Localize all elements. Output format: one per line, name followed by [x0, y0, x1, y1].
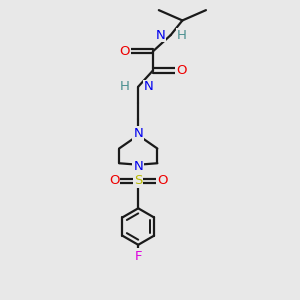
Text: F: F [134, 250, 142, 262]
Text: N: N [156, 29, 165, 42]
Text: H: H [120, 80, 130, 93]
Text: O: O [109, 174, 119, 188]
Text: N: N [133, 127, 143, 140]
Text: N: N [133, 160, 143, 173]
Text: H: H [177, 29, 187, 42]
Text: S: S [134, 174, 142, 188]
Text: O: O [119, 45, 130, 58]
Text: N: N [143, 80, 153, 93]
Text: O: O [176, 64, 187, 77]
Text: O: O [157, 174, 168, 188]
